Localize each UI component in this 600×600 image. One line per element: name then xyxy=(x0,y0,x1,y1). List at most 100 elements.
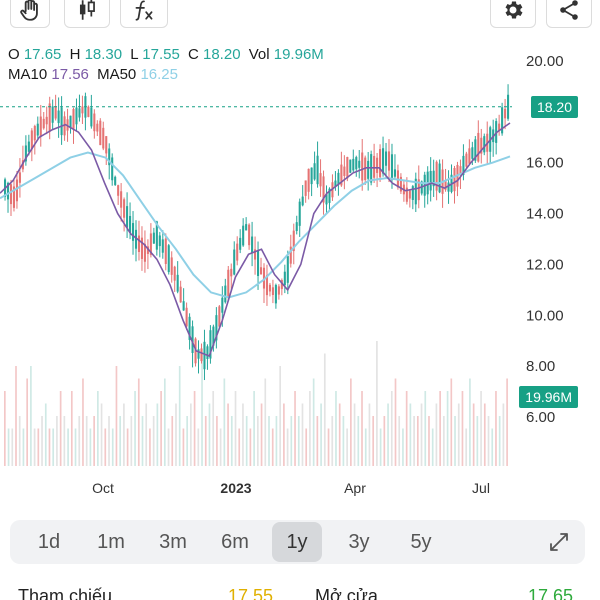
candle-body xyxy=(459,166,462,176)
x-tick-label: Apr xyxy=(344,480,366,496)
pan-tool-button[interactable] xyxy=(10,0,50,28)
candle-body xyxy=(123,199,126,218)
volume-bar xyxy=(454,416,456,466)
candle-body xyxy=(117,185,120,196)
candle-body xyxy=(81,106,84,114)
candle-body xyxy=(63,116,66,136)
candle-body xyxy=(274,284,277,304)
candle-body xyxy=(498,123,501,131)
candle-body xyxy=(507,94,510,119)
volume-bar xyxy=(15,366,17,466)
settings-button[interactable] xyxy=(490,0,536,28)
volume-bar xyxy=(111,428,114,466)
candle-body xyxy=(477,132,480,162)
candle-body xyxy=(36,123,39,136)
candle-body xyxy=(340,164,343,186)
high-label: H xyxy=(69,46,81,63)
candle-body xyxy=(334,180,337,187)
candle-body xyxy=(27,141,30,152)
volume-bar xyxy=(495,391,497,466)
range-3y-button[interactable]: 3y xyxy=(348,530,370,553)
range-3m-button[interactable]: 3m xyxy=(159,530,187,553)
volume-bar xyxy=(126,428,129,466)
range-1m-button[interactable]: 1m xyxy=(97,530,125,553)
candle-body xyxy=(42,118,45,129)
y-axis-labels: 20.00 16.00 14.00 12.00 10.00 8.00 6.00 xyxy=(526,53,564,426)
candle-body xyxy=(254,249,257,260)
candle-body xyxy=(152,232,155,244)
volume-bar xyxy=(253,391,255,466)
volume-bar xyxy=(171,416,174,466)
candle-body xyxy=(468,148,471,164)
candle-body xyxy=(60,107,63,136)
candle-body xyxy=(271,287,274,295)
volume-bar xyxy=(11,428,14,466)
volume-bar xyxy=(245,416,248,466)
ma10-line xyxy=(0,122,511,358)
candle-body xyxy=(185,307,188,327)
volume-bar xyxy=(506,378,508,466)
volume-bar xyxy=(115,366,118,466)
candle-body xyxy=(69,115,72,129)
candle-body xyxy=(390,154,394,180)
x-axis-labels: Oct 2023 Apr Jul xyxy=(92,480,490,496)
gear-icon xyxy=(505,1,523,19)
candle-body xyxy=(405,187,408,202)
candle-body xyxy=(15,179,18,202)
volume-bar xyxy=(297,416,300,466)
fullscreen-button[interactable] xyxy=(547,530,571,559)
range-5y-button[interactable]: 5y xyxy=(410,530,432,553)
range-6m-button[interactable]: 6m xyxy=(221,530,249,553)
volume-bar xyxy=(18,416,21,466)
price-chart[interactable]: 20.00 16.00 14.00 12.00 10.00 8.00 6.00 Oct 202… xyxy=(0,0,600,510)
volume-bar xyxy=(409,403,412,466)
indicators-button[interactable] xyxy=(120,0,168,28)
candle-body xyxy=(78,108,81,118)
volume-bar xyxy=(52,428,55,466)
candle-body xyxy=(9,184,13,205)
candle-body xyxy=(292,230,295,252)
volume-bar xyxy=(44,403,47,466)
quote-summary-row: Tham chiếu 17.55 Mở cửa 17.65 xyxy=(0,586,600,600)
volume-bar xyxy=(424,391,427,466)
chart-type-button[interactable] xyxy=(64,0,110,28)
volume-bar xyxy=(130,416,133,466)
range-1y-button[interactable]: 1y xyxy=(272,522,322,562)
candle-body xyxy=(328,188,331,203)
candle-body xyxy=(176,274,179,292)
volume-bar xyxy=(394,378,397,466)
volume-bar xyxy=(33,428,36,466)
volume-bar xyxy=(167,428,170,466)
candle-body xyxy=(435,161,438,191)
candle-body xyxy=(75,107,78,125)
volume-bar xyxy=(152,416,155,466)
candle-body xyxy=(161,239,164,253)
candle-body xyxy=(298,201,301,226)
volume-bar xyxy=(56,416,58,466)
share-button[interactable] xyxy=(546,0,592,28)
volume-bar xyxy=(141,416,144,466)
volume-bar xyxy=(316,416,319,466)
volume-label: Vol xyxy=(248,46,270,63)
volume-bar xyxy=(428,416,430,466)
function-fx-icon xyxy=(135,0,153,21)
volume-bar xyxy=(379,428,382,466)
volume-bar xyxy=(137,378,140,466)
volume-bar xyxy=(353,403,356,466)
candle-body xyxy=(358,160,361,168)
volume-bar xyxy=(498,416,501,466)
candle-body xyxy=(179,286,182,303)
last-price-tag: 18.20 xyxy=(530,95,578,118)
volume-value: 19.96M xyxy=(273,46,324,63)
volume-bar xyxy=(305,428,308,466)
range-1d-button[interactable]: 1d xyxy=(37,530,61,553)
open-price-value: 17.65 xyxy=(528,586,574,600)
volume-bar xyxy=(476,416,479,466)
volume-bar xyxy=(182,428,185,466)
ohlc-legend: O 17.65 H 18.30 L 17.55 C 18.20 Vol 19.9… xyxy=(8,45,328,85)
volume-bar xyxy=(249,428,252,466)
candle-body xyxy=(129,215,132,233)
candlesticks xyxy=(4,84,510,381)
volume-bar xyxy=(212,391,215,466)
volume-bar xyxy=(242,403,244,466)
